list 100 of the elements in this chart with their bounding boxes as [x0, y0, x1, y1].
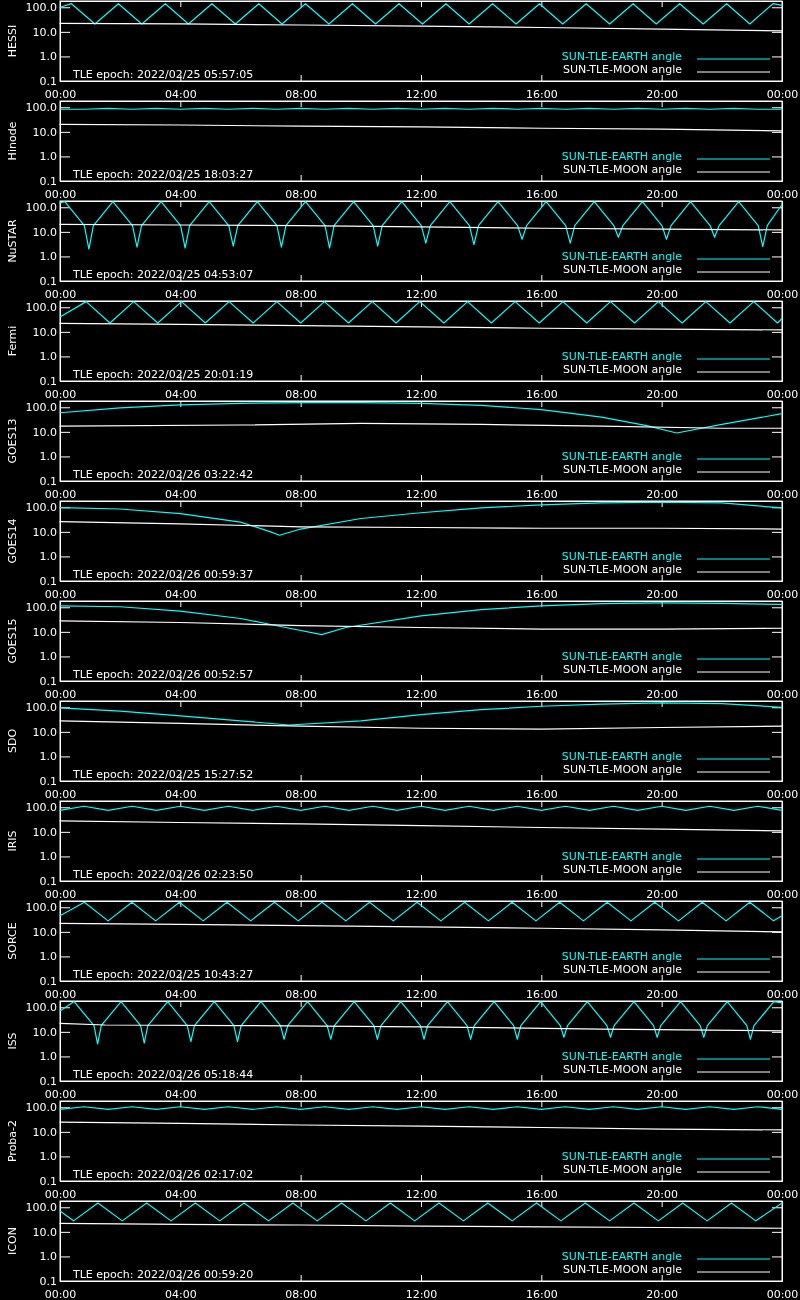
x-tick-label: 00:00	[766, 1087, 799, 1101]
x-tick-label: 08:00	[285, 887, 318, 901]
x-tick-label: 00:00	[44, 387, 77, 401]
x-tick-label: 12:00	[405, 87, 438, 101]
annotation: TLE epoch: 2022/02/25 18:03:27	[72, 168, 254, 181]
x-tick-label: 00:00	[44, 487, 77, 501]
text: SUN-TLE-EARTH angle	[561, 350, 683, 363]
y-axis-title: NuSTAR	[6, 219, 19, 263]
annotation: TLE epoch: 2022/02/25 05:57:05	[72, 68, 254, 81]
x-tick-label: 00:00	[44, 187, 77, 201]
y-tick-label: 100.0	[25, 1, 57, 15]
y-tick-label: 1.0	[39, 750, 57, 764]
x-tick-label: 12:00	[405, 1087, 438, 1101]
y-tick-label: 1.0	[39, 850, 57, 864]
y-tick-label: 10.0	[32, 525, 57, 539]
x-tick-label: 20:00	[646, 387, 679, 401]
text: SUN-TLE-MOON angle	[562, 963, 683, 976]
x-tick-label: 00:00	[44, 787, 77, 801]
y-tick-label: 0.1	[39, 1275, 57, 1289]
x-tick-label: 08:00	[285, 687, 318, 701]
x-tick-label: 04:00	[164, 1087, 197, 1101]
y-tick-label: 0.1	[39, 175, 57, 189]
text: SUN-TLE-EARTH angle	[561, 850, 683, 863]
x-tick-label: 16:00	[525, 387, 558, 401]
x-tick-label: 16:00	[525, 687, 558, 701]
text: SUN-TLE-MOON angle	[562, 563, 683, 576]
y-tick-label: 0.1	[39, 375, 57, 389]
y-axis-title: IRIS	[6, 830, 19, 852]
y-tick-label: 10.0	[32, 225, 57, 239]
annotation: TLE epoch: 2022/02/26 02:23:50	[72, 868, 254, 881]
x-tick-label: 16:00	[525, 187, 558, 201]
y-tick-label: 1.0	[39, 650, 57, 664]
y-tick-label: 10.0	[32, 1225, 57, 1239]
x-tick-label: 00:00	[766, 187, 799, 201]
y-axis-title: ICON	[6, 1227, 19, 1255]
x-tick-label: 20:00	[646, 87, 679, 101]
y-tick-label: 10.0	[32, 825, 57, 839]
y-tick-label: 0.1	[39, 75, 57, 89]
x-tick-label: 04:00	[164, 287, 197, 301]
x-tick-label: 20:00	[646, 787, 679, 801]
x-tick-label: 20:00	[646, 1287, 679, 1300]
x-tick-label: 04:00	[164, 1287, 197, 1300]
y-tick-label: 0.1	[39, 475, 57, 489]
y-tick-label: 0.1	[39, 675, 57, 689]
y-tick-label: 10.0	[32, 325, 57, 339]
text: SUN-TLE-EARTH angle	[561, 950, 683, 963]
x-tick-label: 04:00	[164, 1187, 197, 1201]
annotation: TLE epoch: 2022/02/25 10:43:27	[72, 968, 254, 981]
x-tick-label: 00:00	[44, 1287, 77, 1300]
line-series	[59, 702, 783, 726]
text: SUN-TLE-EARTH angle	[561, 650, 683, 663]
line-series	[59, 201, 783, 250]
annotation: TLE epoch: 2022/02/26 00:52:57	[72, 668, 254, 681]
x-tick-label: 00:00	[766, 887, 799, 901]
y-tick-label: 100.0	[25, 1001, 57, 1015]
x-tick-label: 00:00	[44, 887, 77, 901]
y-tick-label: 10.0	[32, 125, 57, 139]
y-tick-label: 100.0	[25, 901, 57, 915]
y-tick-label: 1.0	[39, 350, 57, 364]
y-tick-label: 0.1	[39, 1175, 57, 1189]
x-tick-label: 20:00	[646, 887, 679, 901]
y-tick-label: 10.0	[32, 25, 57, 39]
text: SUN-TLE-MOON angle	[562, 863, 683, 876]
x-tick-label: 08:00	[285, 1187, 318, 1201]
annotation: TLE epoch: 2022/02/26 00:59:37	[72, 568, 254, 581]
annotation: TLE epoch: 2022/02/25 20:01:19	[72, 368, 254, 381]
y-axis-title: Proba-2	[6, 1119, 19, 1163]
x-tick-label: 12:00	[405, 387, 438, 401]
x-tick-label: 00:00	[44, 1087, 77, 1101]
x-tick-label: 00:00	[766, 487, 799, 501]
x-tick-label: 00:00	[766, 987, 799, 1001]
x-tick-label: 08:00	[285, 587, 318, 601]
y-tick-label: 100.0	[25, 801, 57, 815]
series-label: SUN-TLE-EARTH angle	[561, 1050, 683, 1063]
y-tick-label: 10.0	[32, 925, 57, 939]
annotation: TLE epoch: 2022/02/25 04:53:07	[72, 268, 254, 281]
y-tick-label: 1.0	[39, 1150, 57, 1164]
x-tick-label: 20:00	[646, 187, 679, 201]
x-tick-label: 16:00	[525, 887, 558, 901]
x-tick-label: 12:00	[405, 187, 438, 201]
x-tick-label: 12:00	[405, 887, 438, 901]
x-tick-label: 12:00	[405, 987, 438, 1001]
y-tick-label: 10.0	[32, 1025, 57, 1039]
y-tick-label: 1.0	[39, 950, 57, 964]
x-tick-label: 20:00	[646, 587, 679, 601]
annotation: TLE epoch: 2022/02/26 00:59:20	[72, 1268, 254, 1281]
x-tick-label: 12:00	[405, 687, 438, 701]
x-tick-label: 16:00	[525, 1287, 558, 1300]
text: SUN-TLE-MOON angle	[562, 1063, 683, 1076]
x-tick-label: 16:00	[525, 487, 558, 501]
y-tick-label: 10.0	[32, 1125, 57, 1139]
x-tick-label: 04:00	[164, 787, 197, 801]
y-tick-label: 1.0	[39, 450, 57, 464]
y-axis-title: Fermi	[6, 325, 19, 357]
x-tick-label: 12:00	[405, 487, 438, 501]
x-tick-label: 12:00	[405, 1187, 438, 1201]
y-axis-title: Hinode	[6, 121, 19, 161]
text: SUN-TLE-MOON angle	[562, 263, 683, 276]
y-tick-label: 100.0	[25, 401, 57, 415]
y-tick-label: 100.0	[25, 1101, 57, 1115]
